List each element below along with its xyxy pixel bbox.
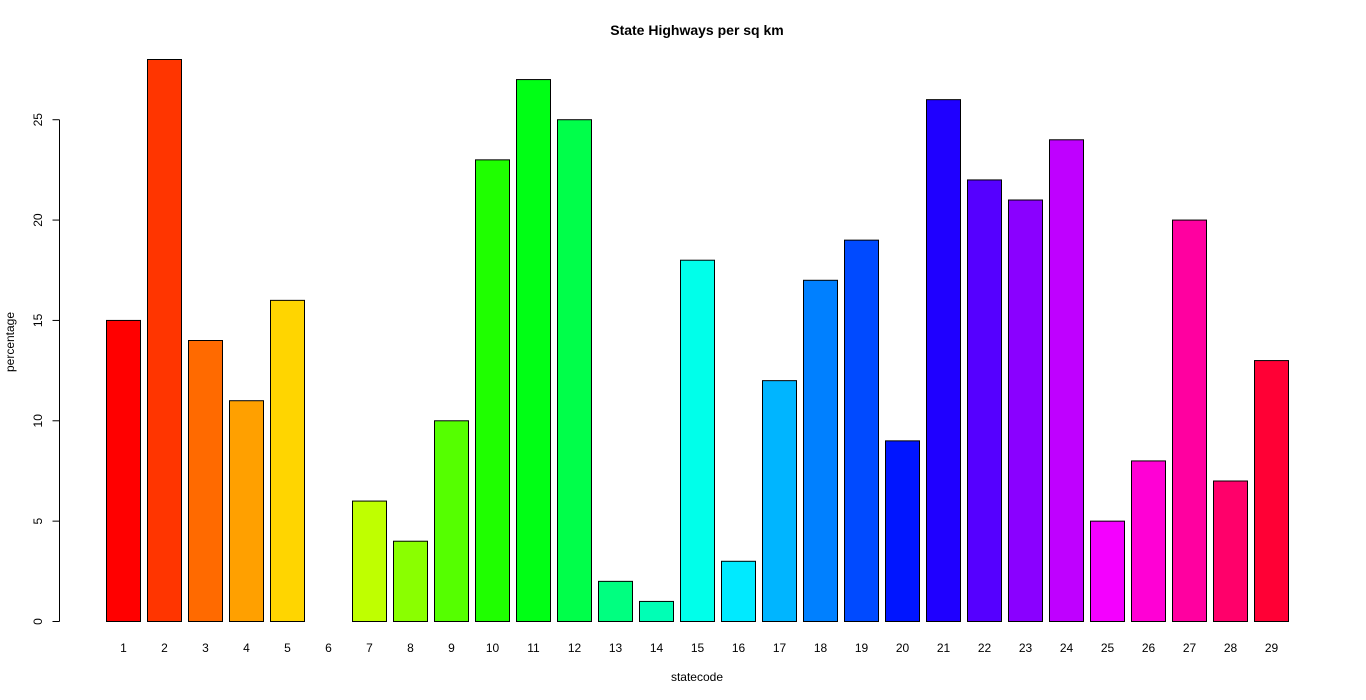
x-tick-label: 13 — [609, 641, 623, 655]
bar-statecode-5 — [270, 299, 305, 622]
bar-statecode-1 — [106, 319, 141, 622]
x-tick-label: 21 — [937, 641, 951, 655]
bar-statecode-13 — [598, 580, 633, 622]
bar-statecode-15 — [680, 259, 715, 622]
bar-statecode-12 — [557, 119, 592, 622]
x-tick-label: 17 — [773, 641, 787, 655]
x-tick-label: 25 — [1101, 641, 1115, 655]
y-axis: 0 5 10 15 20 25 — [31, 113, 60, 625]
x-tick-label: 1 — [120, 641, 127, 655]
x-tick-label: 27 — [1183, 641, 1197, 655]
bar-statecode-25 — [1090, 520, 1125, 623]
bar-statecode-24 — [1049, 139, 1084, 623]
bars-group — [106, 59, 1289, 623]
bar-statecode-21 — [926, 99, 961, 622]
x-tick-label: 29 — [1265, 641, 1279, 655]
bar-statecode-11 — [516, 79, 551, 623]
y-tick-label: 0 — [31, 618, 45, 625]
x-tick-label: 9 — [448, 641, 455, 655]
bar-statecode-27 — [1172, 219, 1207, 622]
x-tick-label: 3 — [202, 641, 209, 655]
x-tick-label: 18 — [814, 641, 828, 655]
x-tick-label: 11 — [527, 641, 540, 655]
bar-statecode-22 — [967, 179, 1002, 623]
x-tick-label: 12 — [568, 641, 582, 655]
y-tick-label: 10 — [31, 414, 45, 428]
bar-statecode-28 — [1213, 480, 1248, 622]
y-tick-label: 20 — [31, 213, 45, 227]
bar-statecode-26 — [1131, 460, 1166, 622]
bar-statecode-17 — [762, 380, 797, 622]
x-tick-label: 15 — [691, 641, 705, 655]
x-tick-label: 26 — [1142, 641, 1156, 655]
bar-statecode-29 — [1254, 360, 1289, 622]
x-tick-label: 2 — [161, 641, 168, 655]
bar-statecode-7 — [352, 500, 387, 623]
x-tick-labels: 1 2 3 4 5 6 7 8 9 10 11 12 13 14 15 16 17 18 19 20 21 22 23 24 2… — [120, 641, 1278, 655]
bar-statecode-23 — [1008, 199, 1043, 622]
x-tick-label: 23 — [1019, 641, 1033, 655]
bar-statecode-18 — [803, 279, 838, 622]
x-tick-label: 5 — [284, 641, 291, 655]
x-tick-label: 24 — [1060, 641, 1074, 655]
y-tick-label: 25 — [31, 113, 45, 127]
bar-statecode-8 — [393, 540, 428, 623]
bar-statecode-20 — [885, 440, 920, 622]
y-tick-label: 5 — [31, 517, 45, 524]
x-tick-label: 4 — [243, 641, 250, 655]
bar-statecode-2 — [147, 59, 182, 622]
x-tick-label: 14 — [650, 641, 664, 655]
chart-title: State Highways per sq km — [610, 22, 784, 38]
x-tick-label: 22 — [978, 641, 992, 655]
x-tick-label: 19 — [855, 641, 869, 655]
x-tick-label: 10 — [486, 641, 500, 655]
x-tick-label: 7 — [366, 641, 373, 655]
bar-statecode-10 — [475, 159, 510, 622]
bar-statecode-14 — [639, 600, 674, 623]
x-tick-label: 8 — [407, 641, 414, 655]
x-axis-label: statecode — [671, 670, 723, 684]
x-tick-label: 28 — [1224, 641, 1238, 655]
y-tick-label: 15 — [31, 313, 45, 327]
y-axis-label: percentage — [3, 312, 17, 372]
bar-statecode-4 — [229, 400, 264, 623]
bar-statecode-9 — [434, 420, 469, 622]
x-tick-label: 16 — [732, 641, 746, 655]
bar-statecode-19 — [844, 239, 879, 622]
x-tick-label: 6 — [325, 641, 332, 655]
x-tick-label: 20 — [896, 641, 910, 655]
bar-statecode-3 — [188, 340, 223, 622]
bar-statecode-16 — [721, 560, 756, 622]
